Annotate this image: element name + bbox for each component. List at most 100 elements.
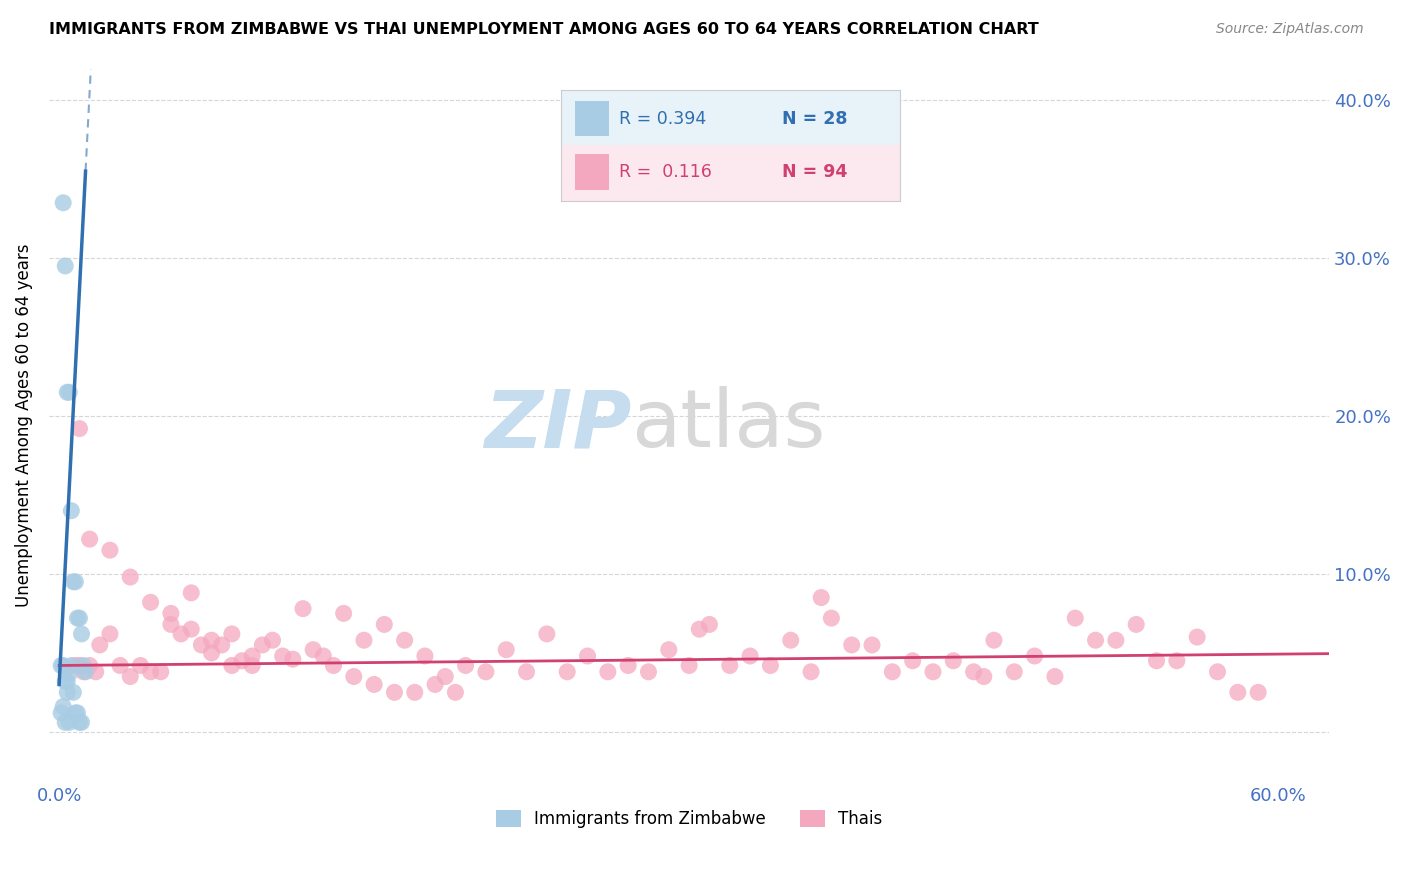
Point: [454, 658, 477, 673]
Point: [820, 611, 842, 625]
Point: [394, 633, 416, 648]
Text: ZIP: ZIP: [484, 386, 631, 465]
Point: [271, 648, 294, 663]
Point: [1166, 654, 1188, 668]
Point: [160, 617, 183, 632]
Point: [1064, 611, 1087, 625]
Point: [211, 638, 233, 652]
Point: [1043, 669, 1066, 683]
Point: [98, 627, 121, 641]
Point: [343, 669, 366, 683]
Point: [72, 665, 94, 679]
Point: [860, 638, 883, 652]
Point: [423, 677, 446, 691]
Point: [53, 259, 76, 273]
Point: [262, 633, 284, 648]
Point: [65, 658, 87, 673]
Point: [69, 715, 91, 730]
Point: [62, 685, 84, 699]
Point: [60, 658, 83, 673]
Legend: Immigrants from Zimbabwe, Thais: Immigrants from Zimbabwe, Thais: [489, 803, 889, 835]
Point: [302, 642, 325, 657]
Point: [495, 642, 517, 657]
Point: [120, 669, 142, 683]
Point: [65, 706, 87, 720]
Point: [79, 658, 101, 673]
Point: [596, 665, 619, 679]
Point: [98, 543, 121, 558]
Point: [810, 591, 832, 605]
Point: [353, 633, 375, 648]
Point: [759, 658, 782, 673]
Point: [75, 665, 97, 679]
Point: [51, 658, 73, 673]
Point: [576, 648, 599, 663]
Point: [901, 654, 924, 668]
Point: [240, 658, 263, 673]
Point: [62, 574, 84, 589]
Point: [983, 633, 1005, 648]
Point: [718, 658, 741, 673]
Point: [160, 607, 183, 621]
Point: [658, 642, 681, 657]
Point: [281, 652, 304, 666]
Point: [555, 665, 578, 679]
Text: Source: ZipAtlas.com: Source: ZipAtlas.com: [1216, 22, 1364, 37]
Point: [89, 638, 111, 652]
Point: [973, 669, 995, 683]
Point: [922, 665, 945, 679]
Point: [51, 706, 73, 720]
Text: IMMIGRANTS FROM ZIMBABWE VS THAI UNEMPLOYMENT AMONG AGES 60 TO 64 YEARS CORRELAT: IMMIGRANTS FROM ZIMBABWE VS THAI UNEMPLO…: [49, 22, 1039, 37]
Point: [312, 648, 335, 663]
Point: [60, 504, 83, 518]
Point: [52, 195, 75, 210]
Point: [180, 586, 202, 600]
Point: [139, 665, 162, 679]
Point: [69, 658, 91, 673]
Point: [52, 699, 75, 714]
Point: [84, 665, 107, 679]
Point: [70, 627, 93, 641]
Point: [841, 638, 863, 652]
Point: [444, 685, 467, 699]
Point: [475, 665, 498, 679]
Point: [52, 658, 75, 673]
Point: [882, 665, 904, 679]
Point: [190, 638, 212, 652]
Point: [149, 665, 172, 679]
Point: [56, 385, 79, 400]
Point: [942, 654, 965, 668]
Point: [536, 627, 558, 641]
Point: [221, 627, 243, 641]
Point: [200, 646, 222, 660]
Point: [129, 658, 152, 673]
Point: [252, 638, 274, 652]
Point: [69, 421, 91, 435]
Point: [69, 611, 91, 625]
Point: [688, 622, 710, 636]
Point: [332, 607, 354, 621]
Point: [434, 669, 457, 683]
Point: [53, 674, 76, 689]
Point: [1146, 654, 1168, 668]
Point: [738, 648, 761, 663]
Point: [699, 617, 721, 632]
Point: [962, 665, 984, 679]
Point: [240, 648, 263, 663]
Point: [170, 627, 193, 641]
Point: [56, 674, 79, 689]
Point: [231, 654, 253, 668]
Y-axis label: Unemployment Among Ages 60 to 64 years: Unemployment Among Ages 60 to 64 years: [15, 244, 32, 607]
Point: [66, 706, 89, 720]
Point: [779, 633, 801, 648]
Point: [678, 658, 700, 673]
Point: [1206, 665, 1229, 679]
Point: [637, 665, 659, 679]
Point: [1002, 665, 1025, 679]
Point: [1084, 633, 1107, 648]
Point: [617, 658, 640, 673]
Point: [72, 658, 94, 673]
Point: [1226, 685, 1249, 699]
Point: [66, 611, 89, 625]
Point: [363, 677, 385, 691]
